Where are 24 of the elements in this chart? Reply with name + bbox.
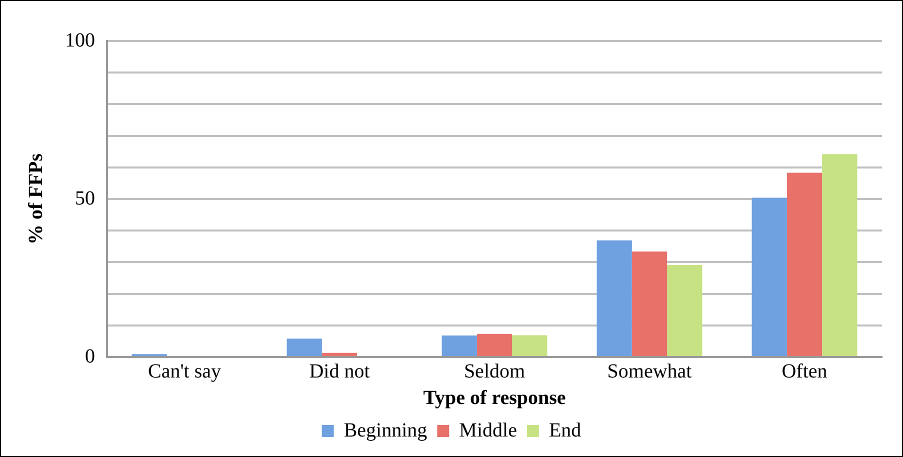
x-tick-label: Can't say [148,360,222,382]
y-tick-label: 0 [85,345,95,368]
legend-label: Beginning [344,419,428,442]
x-axis-title: Type of response [423,387,566,410]
legend-label: End [548,419,582,442]
x-tick-label: Seldom [464,360,526,382]
bar [667,265,702,356]
y-tick-label: 100 [65,29,95,52]
y-tick-label: 50 [75,187,95,210]
x-tick-label: Did not [309,360,370,382]
bar [752,198,787,356]
bar [512,335,548,356]
bar [632,251,668,356]
bar [442,336,477,356]
y-axis-title: % of FFPs [25,153,48,245]
bar [786,172,822,356]
bar [286,338,322,356]
legend-label: Middle [459,419,518,442]
bar [596,240,632,356]
bar [322,352,358,356]
bar [476,334,512,356]
x-tick-label: Somewhat [607,360,692,382]
x-tick-label: Often [782,360,828,382]
bar [822,154,858,356]
